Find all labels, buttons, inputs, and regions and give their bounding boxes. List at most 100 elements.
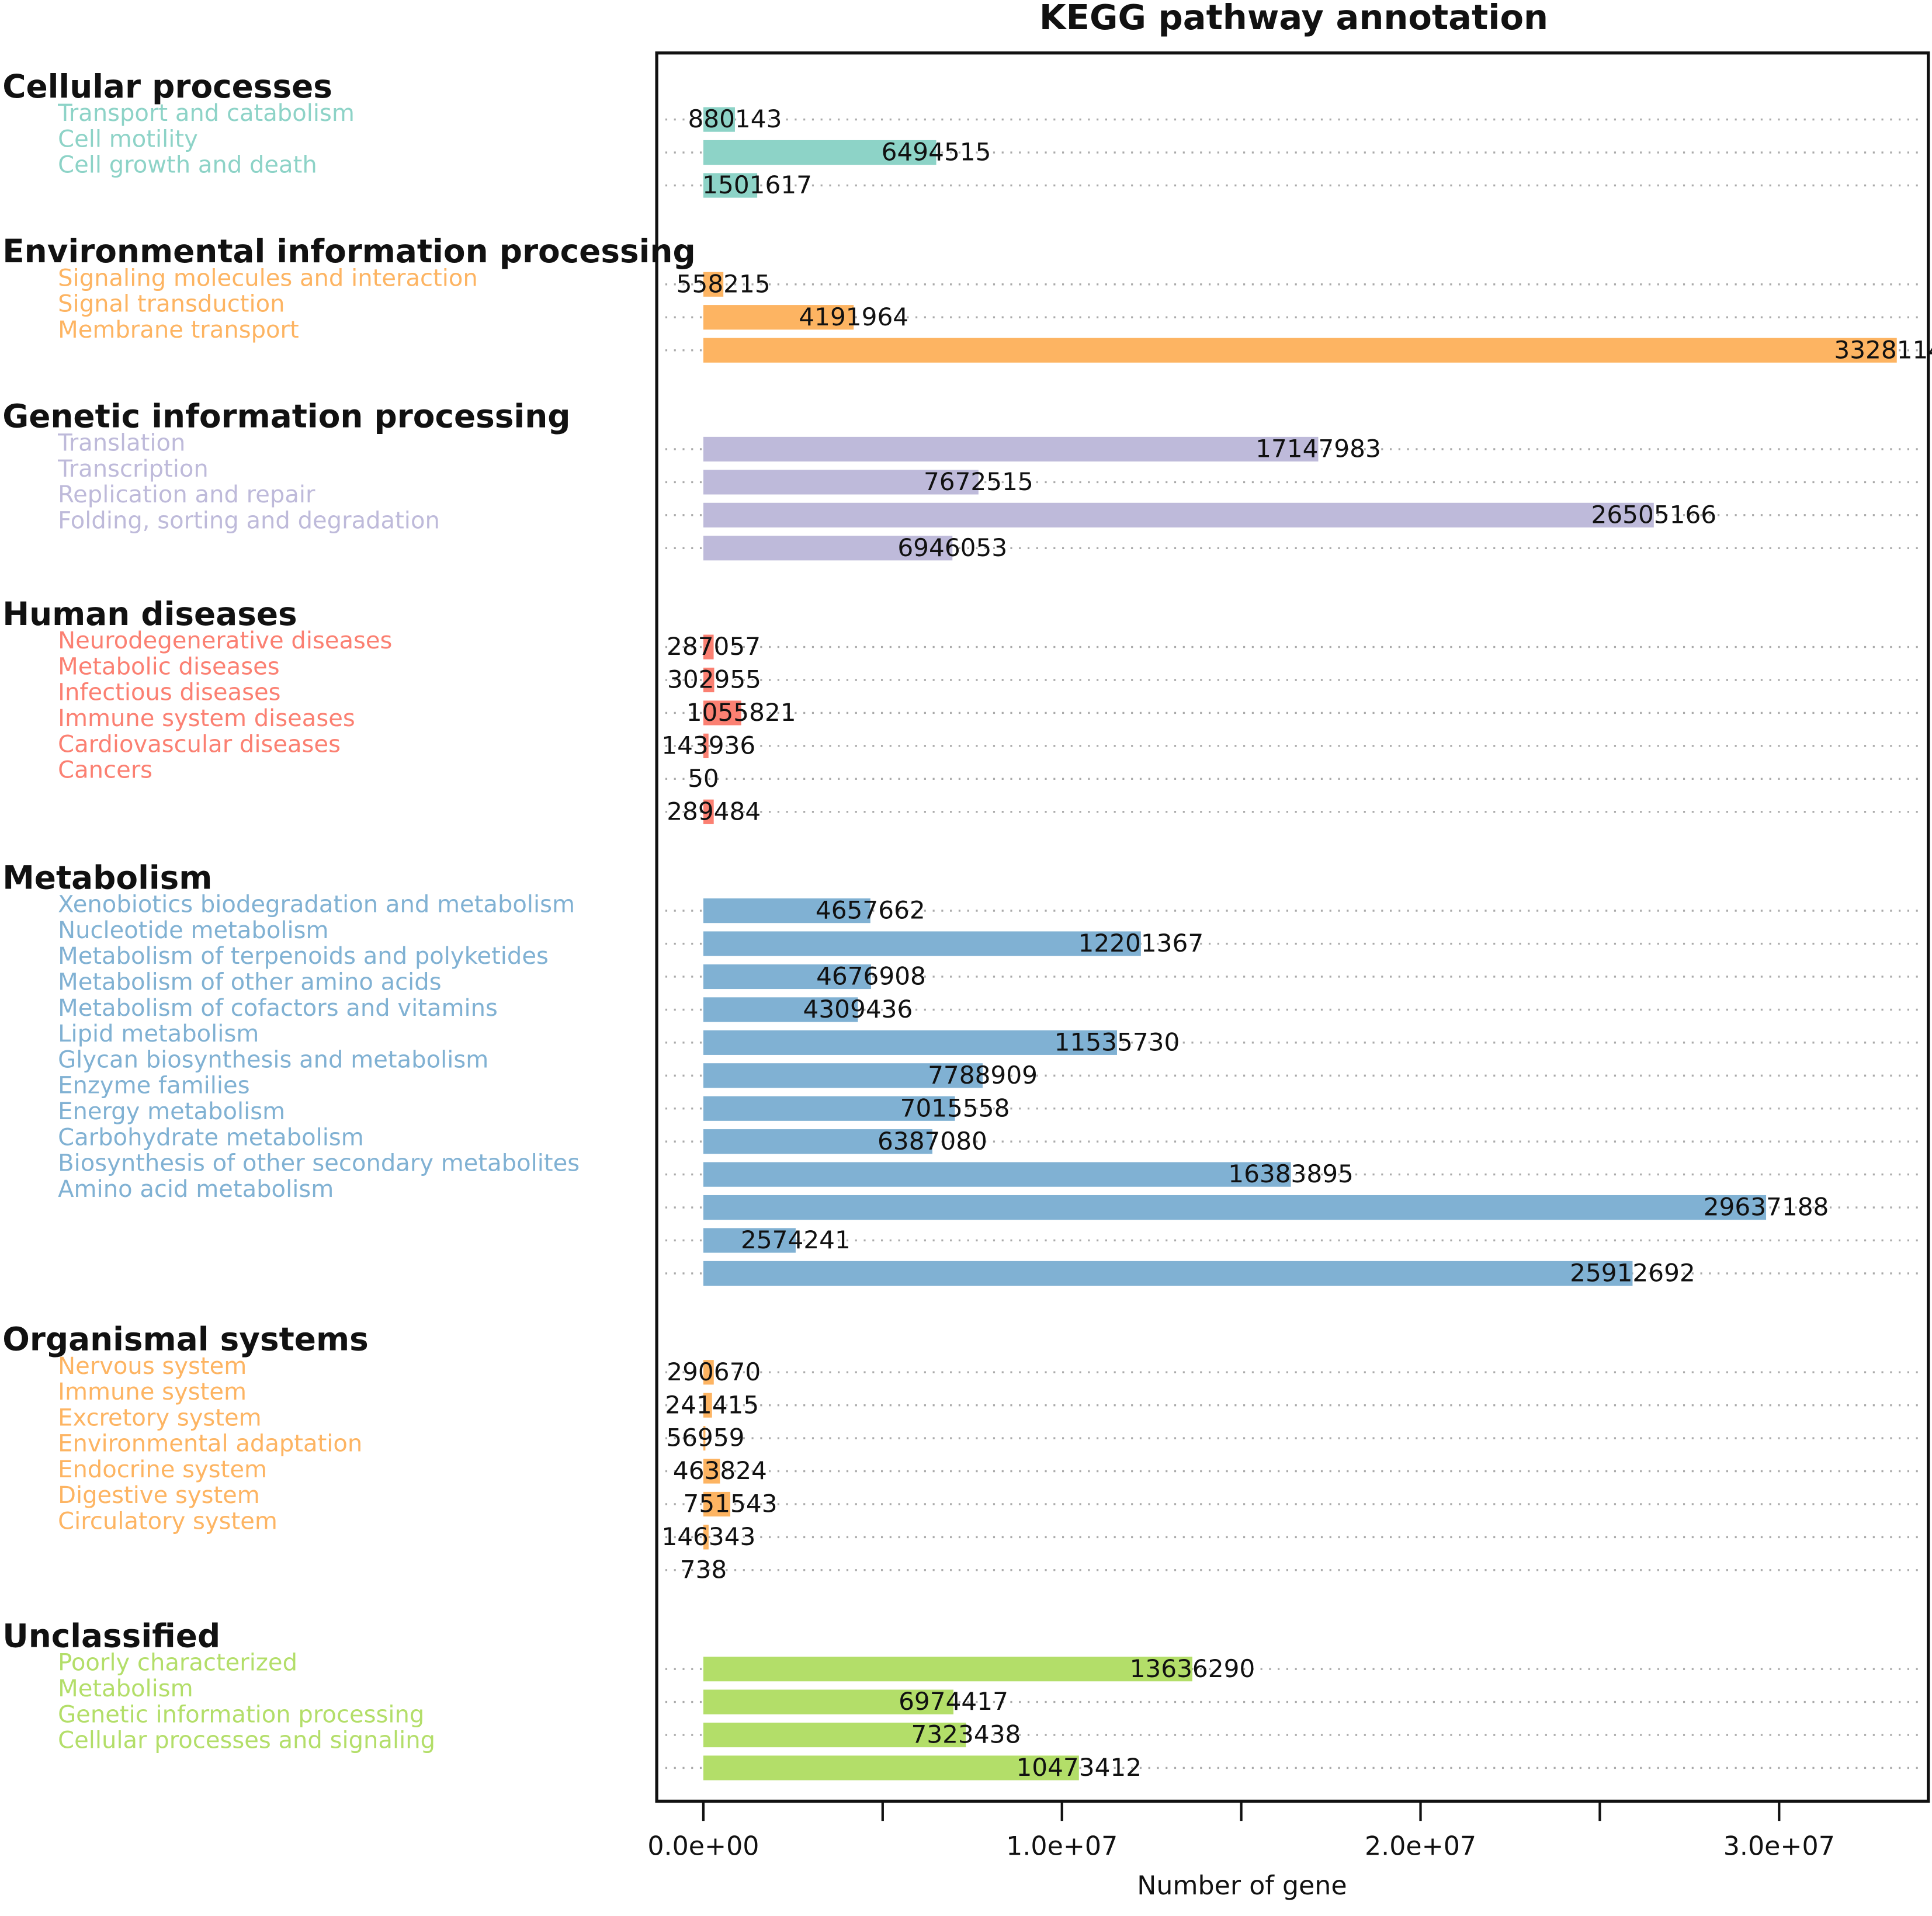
value-label: 11535730 [1055, 1028, 1180, 1056]
x-tick-label: 3.0e+07 [1723, 1832, 1835, 1862]
category-label: Poorly characterized [58, 1650, 297, 1676]
value-label: 17147983 [1255, 435, 1381, 463]
value-label: 7788909 [928, 1061, 1038, 1089]
category-label: Infectious diseases [58, 679, 280, 706]
bar [703, 1755, 1079, 1780]
category-label: Cellular processes and signaling [58, 1727, 435, 1754]
bar [703, 305, 854, 330]
value-label: 6494515 [882, 138, 991, 166]
category-label: Metabolism of other amino acids [58, 969, 441, 996]
plot-frame [655, 51, 1930, 1803]
value-label: 463824 [673, 1456, 767, 1485]
category-label: Metabolism [58, 1675, 193, 1702]
category-label: Cancers [58, 757, 152, 784]
bar [703, 140, 936, 165]
category-label: Immune system diseases [58, 705, 355, 732]
category-label: Neurodegenerative diseases [58, 627, 392, 654]
bar [703, 1030, 1117, 1055]
bar [703, 898, 870, 924]
bar [703, 1459, 720, 1484]
category-label: Cell growth and death [58, 152, 317, 179]
value-label: 287057 [667, 632, 761, 661]
category-label: Environmental adaptation [58, 1431, 362, 1457]
category-label: Xenobiotics biodegradation and metabolis… [58, 891, 575, 918]
category-label: Transport and catabolism [57, 100, 355, 127]
bar [703, 1261, 1633, 1286]
value-label: 880143 [688, 105, 782, 133]
bar [703, 502, 1654, 527]
group-heading: Genetic information processing [2, 397, 570, 435]
category-label: Genetic information processing [58, 1701, 424, 1728]
bar [703, 1491, 731, 1517]
category-label: Transcription [57, 456, 209, 483]
bar [703, 964, 871, 990]
value-label: 7323438 [911, 1720, 1021, 1749]
bar [703, 1426, 706, 1451]
category-label: Lipid metabolism [58, 1021, 259, 1047]
group-heading: Organismal systems [2, 1321, 369, 1358]
category-label: Endocrine system [58, 1456, 267, 1483]
category-label: Immune system [58, 1379, 247, 1405]
category-label: Signaling molecules and interaction [58, 265, 478, 291]
value-label: 6387080 [877, 1127, 987, 1155]
bar [703, 173, 758, 198]
category-label: Amino acid metabolism [58, 1176, 334, 1203]
category-label: Digestive system [58, 1482, 260, 1509]
x-tick-label: 2.0e+07 [1365, 1832, 1476, 1862]
x-axis-label: Number of gene [1137, 1871, 1347, 1901]
bar [703, 733, 709, 758]
bar [703, 1722, 966, 1748]
category-label: Cardiovascular diseases [58, 731, 341, 758]
bar [703, 1360, 714, 1385]
bar [703, 700, 741, 726]
bar [703, 1195, 1767, 1220]
category-label: Biosynthesis of other secondary metaboli… [58, 1150, 580, 1177]
value-label: 25912692 [1570, 1259, 1695, 1287]
value-label: 4309436 [803, 995, 913, 1023]
category-label: Metabolism of cofactors and vitamins [58, 995, 498, 1022]
value-label: 56959 [666, 1424, 744, 1452]
bar [703, 1228, 796, 1253]
category-label: Circulatory system [58, 1508, 278, 1535]
value-label: 4191964 [799, 303, 908, 331]
bar [703, 1162, 1291, 1187]
value-label: 4676908 [816, 962, 926, 991]
category-label: Carbohydrate metabolism [58, 1124, 364, 1151]
category-label: Signal transduction [58, 291, 285, 318]
value-label: 290670 [667, 1358, 761, 1386]
category-label: Nucleotide metabolism [58, 917, 328, 944]
x-tick-label: 0.0e+00 [647, 1832, 759, 1862]
value-label: 7672515 [924, 467, 1033, 496]
value-label: 13636290 [1130, 1654, 1255, 1683]
bar [703, 667, 714, 693]
value-label: 241415 [665, 1390, 759, 1419]
x-tick-label: 1.0e+07 [1006, 1832, 1118, 1862]
bar [703, 536, 953, 561]
category-label: Nervous system [58, 1353, 247, 1380]
value-label: 558215 [677, 269, 771, 298]
bar [703, 1096, 955, 1121]
value-label: 16383895 [1228, 1160, 1354, 1188]
bar [703, 1525, 709, 1550]
category-label: Cell motility [58, 126, 198, 152]
category-label: Membrane transport [58, 317, 299, 343]
value-label: 2574241 [741, 1226, 851, 1254]
category-label: Excretory system [58, 1404, 262, 1431]
value-label: 1055821 [686, 698, 796, 727]
bar [703, 1657, 1192, 1682]
group-heading: Cellular processes [2, 68, 332, 105]
bar [703, 107, 735, 132]
bar [703, 1689, 954, 1714]
group-heading: Unclassified [2, 1618, 220, 1655]
value-label: 12201367 [1078, 929, 1204, 957]
group-heading: Metabolism [2, 859, 212, 897]
value-label: 738 [680, 1555, 727, 1584]
value-label: 146343 [661, 1522, 755, 1551]
category-label: Energy metabolism [58, 1098, 285, 1125]
bar [703, 634, 714, 660]
value-label: 1501617 [702, 171, 812, 199]
value-label: 29637188 [1704, 1193, 1829, 1221]
chart-title: KEGG pathway annotation [1039, 0, 1548, 37]
bar [703, 799, 714, 824]
